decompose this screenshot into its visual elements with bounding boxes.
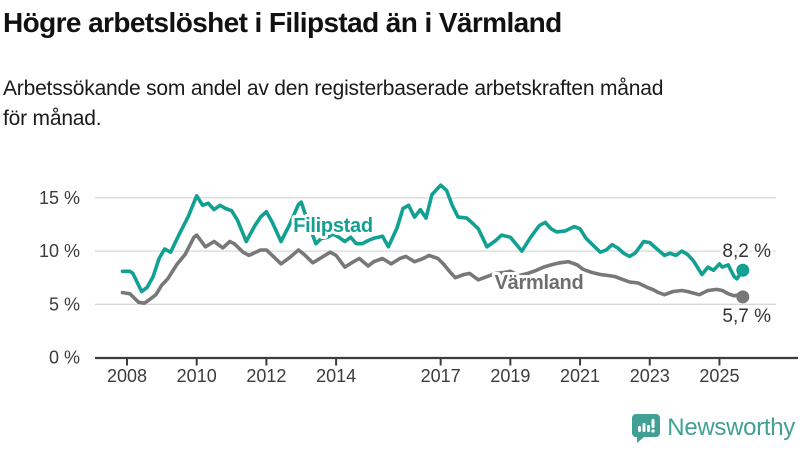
series-label-varmland: Värmland [495, 272, 584, 294]
newsworthy-logo: Newsworthy [631, 412, 795, 443]
y-tick-label-0: 0 % [49, 348, 80, 368]
series-line-värmland [120, 233, 745, 306]
x-tick-label-2021: 2021 [560, 366, 600, 386]
x-tick-label-2010: 2010 [177, 366, 217, 386]
y-tick-label-5: 5 % [49, 294, 80, 314]
end-value-label-varmland: 5,7 % [722, 306, 771, 327]
x-tick-label-2014: 2014 [316, 366, 356, 386]
x-tick-label-2012: 2012 [246, 366, 286, 386]
y-tick-label-15: 15 % [39, 188, 80, 208]
series-end-dot-filipstad [736, 263, 750, 277]
x-tick-label-2008: 2008 [107, 366, 147, 386]
end-value-label-filipstad: 8,2 % [722, 241, 771, 262]
x-tick-label-2017: 2017 [421, 366, 461, 386]
y-tick-label-10: 10 % [39, 241, 80, 261]
chart-title: Högre arbetslöshet i Filipstad än i Värm… [3, 7, 562, 38]
chart-subtitle-line-1: Arbetssökande som andel av den registerb… [3, 77, 664, 100]
x-tick-label-2025: 2025 [699, 366, 739, 386]
x-tick-label-2023: 2023 [630, 366, 670, 386]
chart-subtitle-line-2: för månad. [3, 107, 102, 130]
x-tick-label-2019: 2019 [490, 366, 530, 386]
series-end-dot-värmland [736, 290, 750, 304]
newsworthy-icon [632, 414, 661, 443]
newsworthy-wordmark: Newsworthy [667, 413, 795, 441]
chart-subtitle: Arbetssökande som andel av den registerb… [3, 74, 663, 134]
series-label-filipstad: Filipstad [293, 215, 373, 237]
series-line-filipstad [120, 183, 745, 294]
